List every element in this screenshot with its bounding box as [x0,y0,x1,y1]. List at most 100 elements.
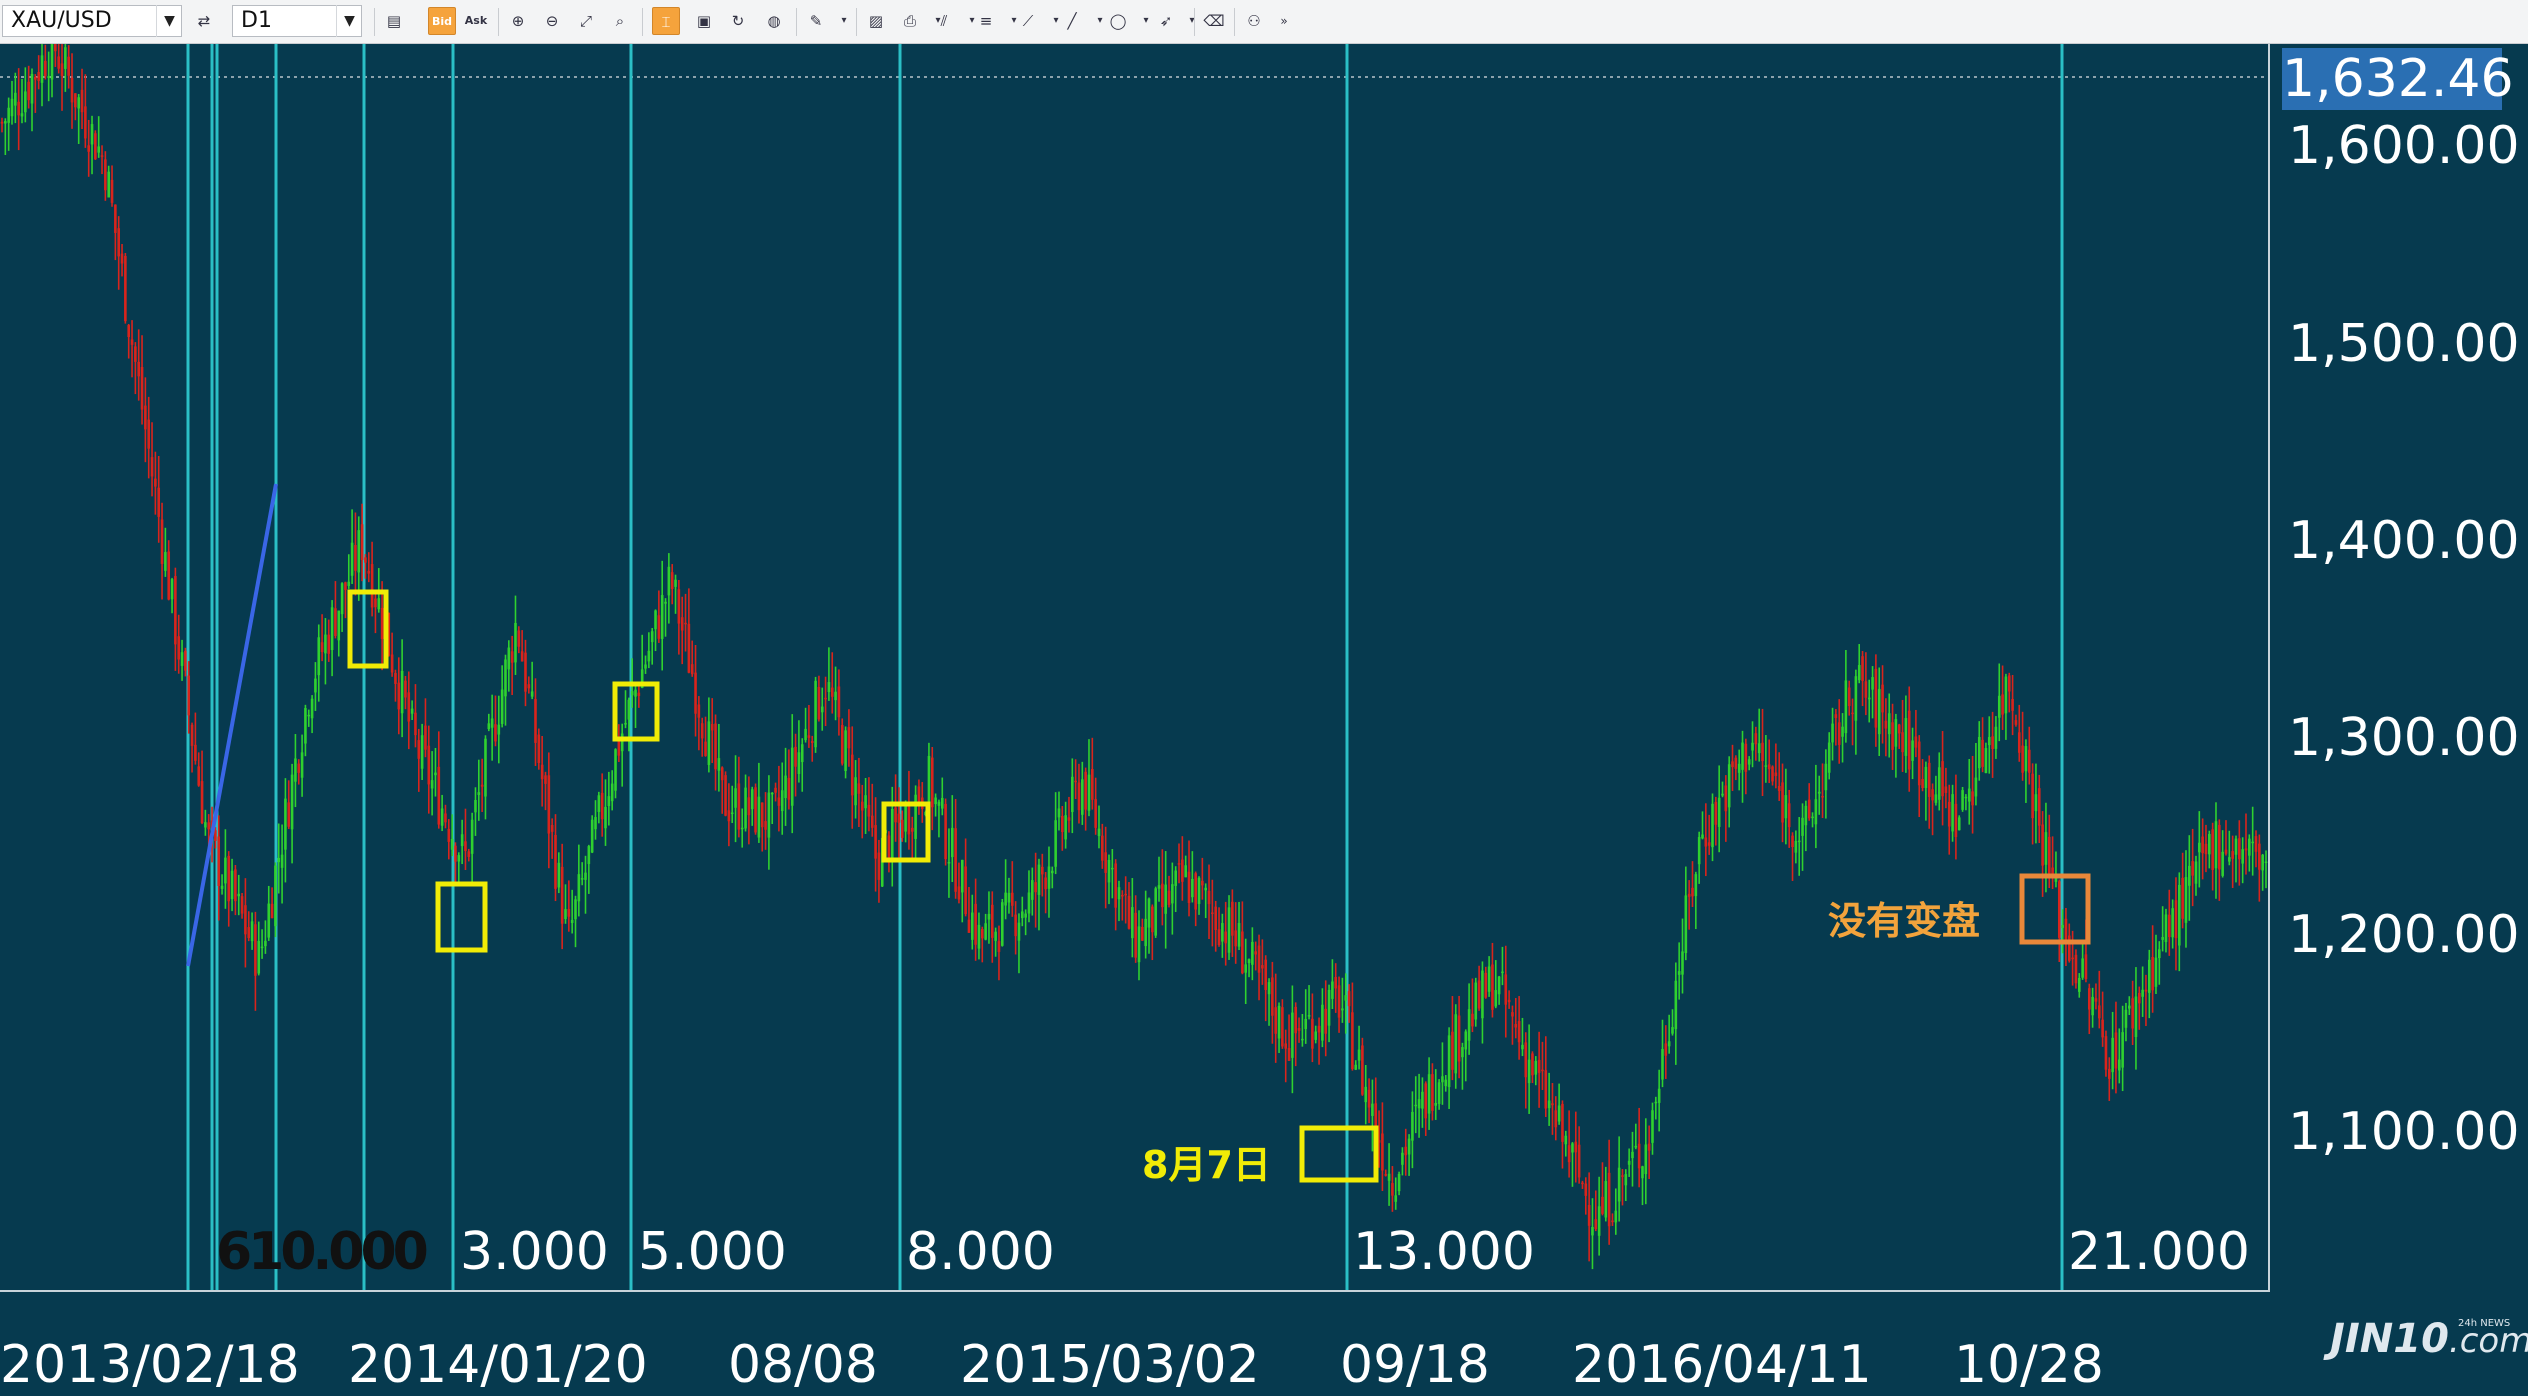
price-axis-label: 1,600.00 [2288,116,2520,176]
refresh-icon[interactable]: ↻ [731,12,745,30]
candle-body [1564,1135,1568,1145]
cursor-icon[interactable]: ➶ [1159,12,1173,30]
candle-body [1394,1195,1398,1202]
candle-body [2141,989,2144,997]
jin10-logo: JIN10.com 24h NEWS [2330,1316,2528,1362]
symbol-select[interactable]: XAU/USD [2,5,182,37]
candle-body [1291,1012,1294,1058]
candle-body [374,598,377,608]
fan-dropdown-icon[interactable]: ▾ [1053,15,1059,26]
price-chart[interactable] [0,44,2270,1292]
symbol-dropdown-icon[interactable]: ▼ [156,5,182,37]
zoom-area-icon[interactable]: ⌕ [615,12,625,30]
candle-body [2011,699,2014,711]
chart-type-icon[interactable]: ▤ [386,12,402,30]
candle-body [1247,959,1251,964]
candle-body [1901,732,1904,753]
properties-icon[interactable]: ▣ [696,12,712,30]
symbol-link-icon[interactable]: ⇄ [197,12,211,30]
fibonacci-icon[interactable]: ⫽ [940,12,948,30]
candle-body [484,738,487,797]
candle-body [404,680,407,698]
candle-body [320,642,324,652]
ellipse-icon[interactable]: ◯ [1109,12,1127,30]
levels-icon[interactable]: ≡ [979,12,993,30]
candle-body [1027,892,1031,914]
candle-body [757,796,761,838]
candle-body [344,582,347,590]
candle-body [1644,1144,1648,1175]
candle-body [850,754,854,796]
image-icon[interactable]: ▨ [868,12,884,30]
candle-body [217,836,221,886]
candle-body [2104,1036,2108,1070]
candle-body [214,830,217,841]
candle-body [1557,1105,1561,1122]
print-dropdown-icon[interactable]: ▾ [935,15,941,26]
candle-body [1861,656,1864,681]
candle-body [427,745,431,785]
candle-body [1067,817,1071,821]
candle-body [2191,861,2194,876]
candle-body [460,834,464,847]
highlight-box [881,801,931,863]
zoom-fit-icon[interactable]: ⤢ [579,12,592,30]
highlight-box [435,881,488,953]
ruler-dropdown-icon[interactable]: ▾ [841,15,847,26]
candle-body [2054,878,2058,882]
candle-body [1211,912,1214,914]
trendline-dropdown-icon[interactable]: ▾ [1097,15,1103,26]
candle-body [464,841,467,851]
candle-body [44,60,47,77]
bid-button[interactable]: Bid [428,7,456,35]
candle-body [194,744,197,761]
print-icon[interactable]: ⎙ [903,12,916,30]
timeframe-select[interactable]: D1 [232,5,362,37]
trendline-icon[interactable]: ╱ [1067,12,1077,30]
fib-label: 8.000 [906,1222,1055,1282]
candle-body [1041,866,1044,875]
candle-body [1547,1100,1551,1109]
candle-body [1181,859,1184,882]
fan-icon[interactable]: ⟋ [1022,12,1034,30]
candle-body [1494,990,1498,1007]
logo-text: JIN10 [2330,1316,2449,1362]
candle-body [1971,791,1974,806]
candle-body [4,121,7,124]
eraser-icon[interactable]: ⌫ [1203,12,1225,30]
zoom-in-icon[interactable]: ⊕ [511,12,525,30]
candle-body [987,913,991,920]
candle-body [804,728,807,741]
candle-body [360,524,364,561]
ask-button[interactable]: Ask [462,7,490,35]
candle-body [1121,894,1124,897]
price-axis-label: 1,100.00 [2288,1102,2520,1162]
candle-body [2178,884,2181,946]
candle-body [1487,966,1491,992]
overflow-icon[interactable]: » [1280,14,1288,28]
cursor-dropdown-icon[interactable]: ▾ [1189,15,1195,26]
candle-body [760,802,764,828]
candle-body [864,795,867,809]
levels-dropdown-icon[interactable]: ▾ [1011,15,1017,26]
candle-body [1427,1074,1431,1114]
crosshair-icon[interactable]: ⌶ [652,7,680,35]
indicators-icon[interactable]: ⚇ [1247,12,1261,30]
timeframe-dropdown-icon[interactable]: ▼ [336,5,362,37]
globe-icon[interactable]: ◍ [767,12,781,30]
ellipse-dropdown-icon[interactable]: ▾ [1143,15,1149,26]
candle-body [1354,1064,1358,1070]
candle-body [260,946,264,949]
ruler-icon[interactable]: ✎ [809,12,823,30]
highlight-boxes [347,589,2091,1183]
fibonacci-dropdown-icon[interactable]: ▾ [969,15,975,26]
candle-body [1037,864,1041,895]
zoom-out-icon[interactable]: ⊖ [545,12,559,30]
toolbar-separator [498,8,499,36]
trend-line[interactable] [186,483,278,967]
candle-body [967,919,971,933]
candle-body [1614,1210,1618,1223]
candle-body [1331,981,1334,999]
timeframe-value: D1 [241,8,272,33]
candle-body [1477,980,1481,1009]
